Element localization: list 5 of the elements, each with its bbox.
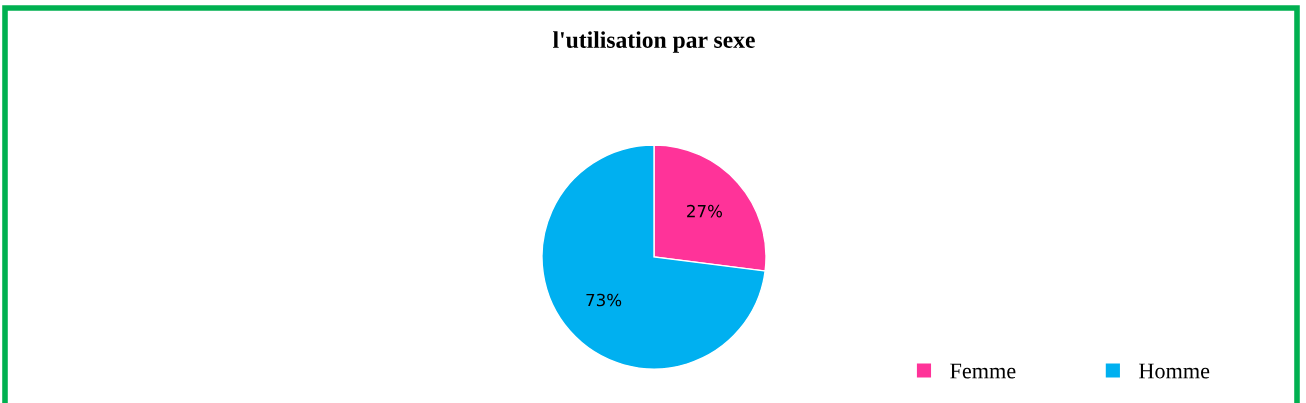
legend-label: Femme bbox=[950, 363, 1016, 379]
chart-title: l'utilisation par sexe bbox=[553, 31, 755, 53]
data-label: 73% bbox=[586, 293, 622, 307]
legend-label: Homme bbox=[1139, 363, 1210, 379]
data-label: 27% bbox=[687, 204, 723, 218]
